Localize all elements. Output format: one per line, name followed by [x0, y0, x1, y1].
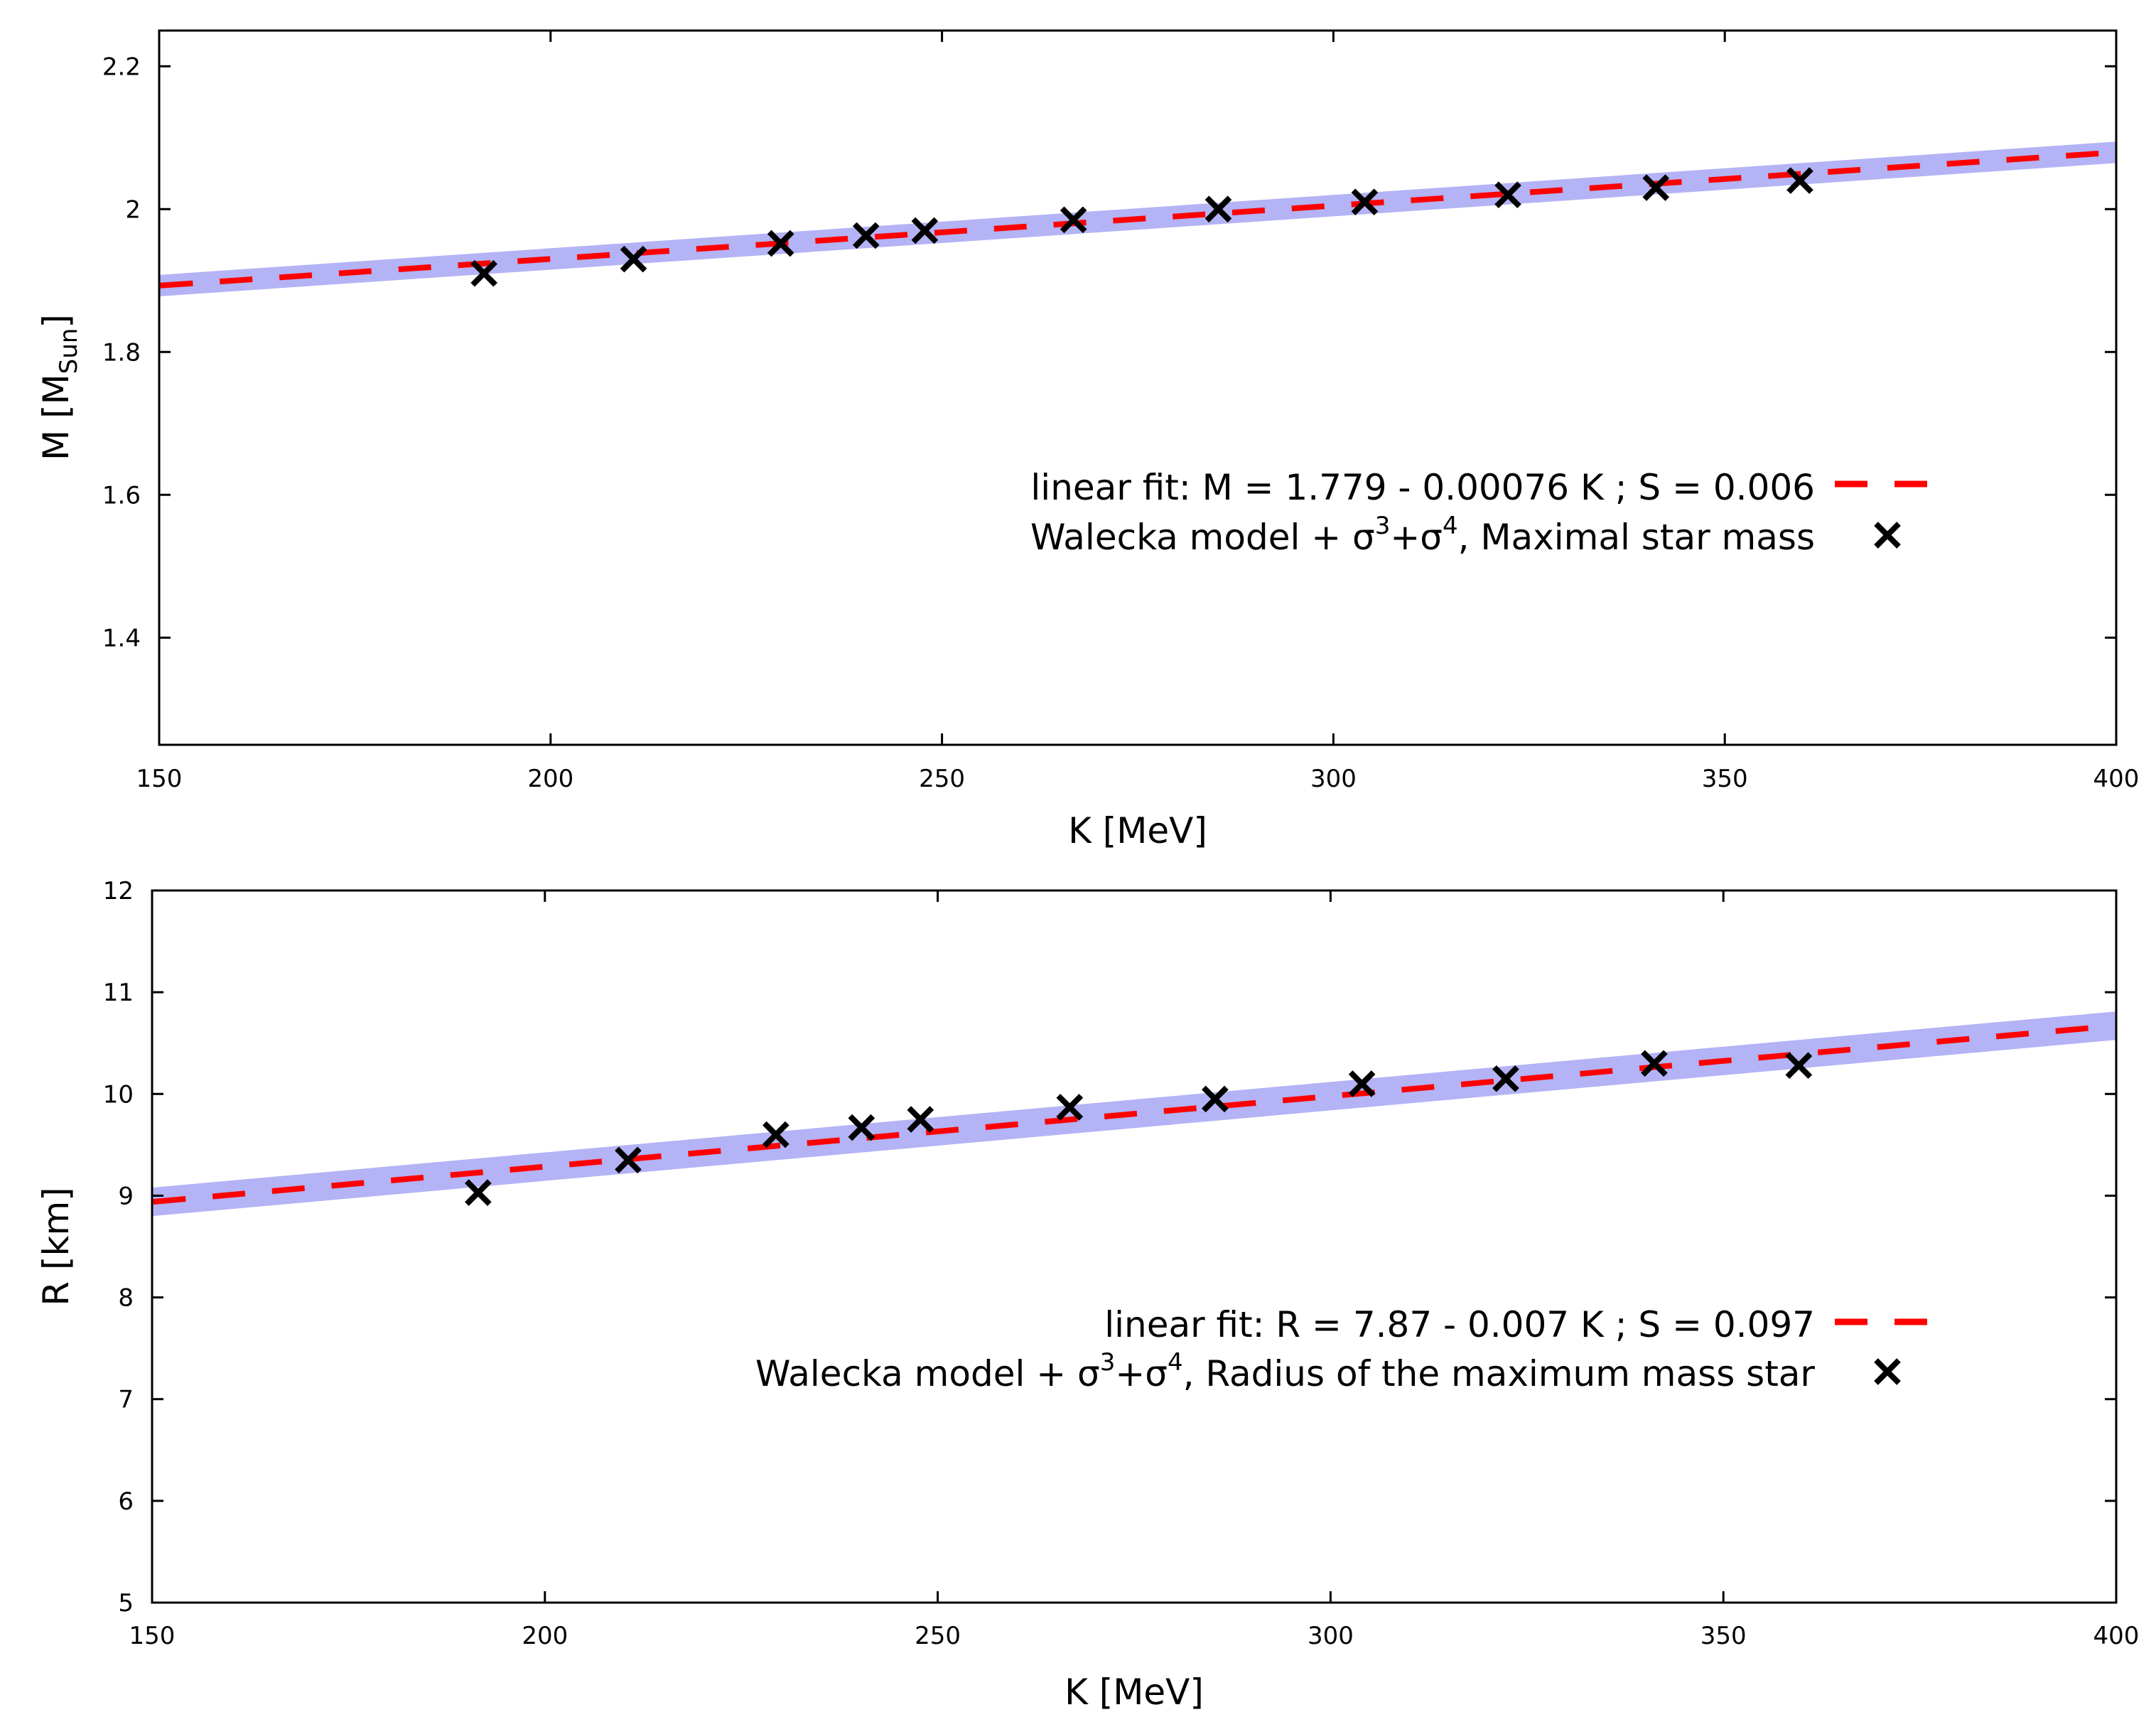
mass-legend-points-sup1: 3	[1375, 512, 1391, 540]
mass-legend-points-prefix: Walecka model + σ	[1030, 517, 1375, 558]
radius-legend-points-suffix: , Radius of the maximum mass star	[1183, 1353, 1816, 1394]
mass-y-tick-label: 1.6	[102, 481, 141, 510]
mass-data-point	[1642, 174, 1670, 201]
mass-plot-frame	[158, 29, 2118, 746]
radius-data-point	[1492, 1065, 1519, 1092]
radius-legend-points-sup2: 4	[1168, 1348, 1183, 1377]
mass-legend-points-marker	[1874, 522, 1901, 549]
radius-panel: 150 200 250 300 350 400 5 6 7 8 9 10 11 12 K [MeV] R …	[36, 877, 2139, 1713]
mass-x-tick-label: 200	[527, 765, 573, 793]
radius-x-tick-label: 350	[1700, 1622, 1747, 1650]
radius-y-tick-label: 12	[103, 877, 134, 905]
radius-legend-points-prefix: Walecka model + σ	[755, 1353, 1100, 1394]
mass-data-point	[911, 217, 939, 244]
radius-legend-points-sup1: 3	[1100, 1348, 1116, 1377]
radius-data-point	[1348, 1070, 1376, 1097]
radius-y-tick-label: 8	[118, 1284, 134, 1313]
radius-x-axis-label: K [MeV]	[1064, 1672, 1204, 1713]
radius-data-point	[907, 1106, 934, 1133]
radius-legend: linear fit: R = 7.87 - 0.007 K ; S = 0.0…	[755, 1304, 1940, 1394]
radius-x-tick-label: 300	[1308, 1622, 1354, 1650]
mass-data-point	[620, 245, 647, 273]
radius-data-point	[1056, 1094, 1084, 1121]
mass-data-point	[1786, 167, 1813, 194]
radius-x-tick-label: 200	[522, 1622, 568, 1650]
mass-y-axis-label-subscript: Sun	[55, 328, 83, 375]
radius-data-point	[1785, 1052, 1813, 1080]
mass-legend-points-sup2: 4	[1443, 512, 1458, 540]
mass-data-point	[1060, 206, 1087, 234]
radius-legend-points-mid: +σ	[1115, 1353, 1168, 1394]
mass-points-layer	[470, 167, 1813, 287]
radius-legend-points-marker	[1874, 1358, 1901, 1385]
mass-legend-points-suffix: , Maximal star mass	[1458, 517, 1815, 558]
mass-y-axis-label-main: M [M	[36, 374, 77, 461]
radius-points-layer	[464, 1050, 1813, 1206]
mass-y-tick-label: 2	[125, 195, 141, 224]
mass-legend: linear fit: M = 1.779 - 0.00076 K ; S = …	[1030, 467, 1940, 558]
radius-y-tick-label: 6	[118, 1487, 134, 1516]
mass-y-tick-label: 1.8	[102, 338, 141, 367]
radius-data-point	[1202, 1085, 1229, 1113]
mass-x-tick-label: 250	[919, 765, 965, 793]
mass-legend-fit-label: linear fit: M = 1.779 - 0.00076 K ; S = …	[1030, 467, 1815, 508]
mass-y-tick-label: 1.4	[102, 624, 141, 652]
radius-x-tick-label: 250	[915, 1622, 961, 1650]
mass-data-point	[852, 222, 880, 249]
mass-fit-line-layer	[160, 149, 2115, 289]
mass-x-tick-label: 350	[1702, 765, 1748, 793]
radius-data-point	[615, 1146, 642, 1174]
radius-plot-frame	[151, 889, 2118, 1604]
radius-data-point	[464, 1179, 492, 1206]
radius-y-tick-label: 9	[118, 1182, 134, 1210]
mass-y-tick-label: 2.2	[102, 53, 141, 81]
radius-y-axis-label: R [km]	[36, 1187, 77, 1306]
mass-ticks-layer: 150 200 250 300 350 400 1.4 1.6 1.8 2 2.2	[102, 31, 2140, 793]
radius-x-tick-label: 400	[2093, 1622, 2140, 1650]
mass-y-axis-label: M [MSun]	[36, 314, 83, 461]
mass-x-tick-label: 150	[136, 765, 183, 793]
mass-x-tick-label: 300	[1310, 765, 1357, 793]
mass-y-axis-label-close: ]	[36, 314, 77, 328]
radius-y-tick-label: 5	[118, 1589, 134, 1618]
mass-x-tick-label: 400	[2093, 765, 2140, 793]
mass-data-point	[1204, 195, 1232, 223]
mass-fit-line	[160, 149, 2115, 289]
radius-x-tick-label: 150	[129, 1622, 176, 1650]
mass-data-point	[470, 259, 497, 287]
mass-legend-points-label: Walecka model + σ3+σ4, Maximal star mass	[1030, 512, 1815, 558]
mass-data-point	[1494, 181, 1521, 208]
radius-y-tick-label: 7	[118, 1386, 134, 1414]
radius-y-tick-label: 11	[103, 979, 134, 1007]
mass-data-point	[767, 230, 794, 257]
radius-ticks-layer: 150 200 250 300 350 400 5 6 7 8 9 10 11 12	[103, 877, 2140, 1650]
radius-legend-points-label: Walecka model + σ3+σ4, Radius of the max…	[755, 1348, 1815, 1394]
mass-data-point	[1351, 188, 1379, 216]
mass-x-axis-label: K [MeV]	[1068, 810, 1207, 851]
radius-data-point	[762, 1121, 789, 1148]
radius-y-tick-label: 10	[103, 1080, 134, 1109]
mass-legend-points-mid: +σ	[1390, 517, 1443, 558]
radius-legend-fit-label: linear fit: R = 7.87 - 0.007 K ; S = 0.0…	[1104, 1304, 1815, 1345]
radius-data-point	[848, 1114, 875, 1141]
radius-data-point	[1641, 1050, 1668, 1077]
